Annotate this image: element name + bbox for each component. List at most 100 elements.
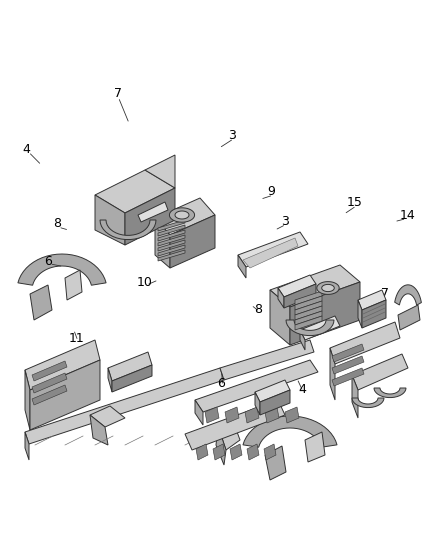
Polygon shape (285, 407, 299, 423)
Polygon shape (170, 215, 215, 268)
Polygon shape (265, 407, 279, 423)
Polygon shape (264, 444, 276, 460)
Polygon shape (395, 285, 421, 305)
Polygon shape (284, 284, 316, 308)
Polygon shape (155, 198, 215, 235)
Text: 3: 3 (281, 215, 289, 228)
Polygon shape (158, 250, 185, 261)
Text: 11: 11 (69, 332, 85, 345)
Polygon shape (295, 291, 322, 305)
Polygon shape (195, 400, 203, 425)
Polygon shape (32, 385, 67, 405)
Polygon shape (25, 368, 224, 444)
Polygon shape (90, 415, 108, 445)
Text: 4: 4 (298, 383, 306, 395)
Polygon shape (185, 400, 285, 450)
Polygon shape (125, 188, 175, 245)
Polygon shape (295, 311, 322, 325)
Polygon shape (175, 211, 189, 219)
Polygon shape (195, 360, 318, 412)
Polygon shape (25, 340, 100, 390)
Text: 15: 15 (347, 196, 363, 209)
Polygon shape (295, 316, 322, 330)
Polygon shape (255, 380, 290, 402)
Polygon shape (362, 300, 386, 328)
Polygon shape (245, 407, 259, 423)
Polygon shape (225, 407, 239, 423)
Polygon shape (100, 220, 156, 239)
Polygon shape (398, 305, 420, 330)
Polygon shape (158, 235, 185, 246)
Text: 7: 7 (114, 87, 122, 100)
Polygon shape (32, 361, 67, 381)
Polygon shape (295, 301, 322, 315)
Polygon shape (158, 225, 185, 236)
Polygon shape (278, 288, 284, 308)
Text: 7: 7 (381, 287, 389, 300)
Polygon shape (322, 285, 334, 292)
Polygon shape (205, 407, 219, 423)
Polygon shape (90, 406, 125, 427)
Polygon shape (158, 240, 185, 251)
Polygon shape (255, 392, 260, 415)
Polygon shape (196, 444, 208, 460)
Polygon shape (30, 360, 100, 430)
Text: 4: 4 (22, 143, 30, 156)
Polygon shape (270, 290, 290, 345)
Polygon shape (330, 322, 400, 364)
Polygon shape (218, 418, 240, 450)
Polygon shape (330, 348, 335, 400)
Polygon shape (138, 202, 168, 222)
Polygon shape (290, 282, 360, 345)
Text: 6: 6 (44, 255, 52, 268)
Polygon shape (358, 300, 362, 328)
Polygon shape (300, 316, 340, 340)
Text: 10: 10 (137, 276, 152, 289)
Text: 8: 8 (254, 303, 262, 316)
Polygon shape (155, 218, 170, 268)
Polygon shape (145, 155, 175, 188)
Polygon shape (295, 306, 322, 320)
Polygon shape (243, 238, 298, 268)
Polygon shape (30, 285, 52, 320)
Polygon shape (332, 368, 364, 386)
Polygon shape (300, 330, 305, 350)
Polygon shape (260, 390, 290, 415)
Text: 6: 6 (217, 377, 225, 390)
Text: 9: 9 (268, 185, 276, 198)
Polygon shape (332, 356, 364, 374)
Polygon shape (238, 255, 246, 278)
Polygon shape (18, 254, 106, 285)
Polygon shape (243, 416, 337, 447)
Polygon shape (247, 444, 259, 460)
Polygon shape (95, 195, 125, 245)
Polygon shape (158, 220, 185, 231)
Polygon shape (25, 432, 29, 460)
Polygon shape (65, 270, 82, 300)
Polygon shape (108, 352, 152, 381)
Polygon shape (230, 444, 242, 460)
Polygon shape (170, 208, 194, 222)
Polygon shape (374, 388, 406, 398)
Polygon shape (238, 232, 308, 267)
Polygon shape (358, 290, 386, 310)
Polygon shape (270, 265, 360, 307)
Polygon shape (213, 444, 225, 460)
Polygon shape (265, 446, 286, 480)
Polygon shape (158, 230, 185, 241)
Polygon shape (108, 368, 112, 392)
Polygon shape (317, 281, 339, 294)
Polygon shape (216, 426, 226, 465)
Polygon shape (305, 432, 325, 462)
Polygon shape (278, 275, 316, 297)
Text: 14: 14 (399, 209, 415, 222)
Polygon shape (25, 370, 30, 430)
Polygon shape (112, 365, 152, 392)
Polygon shape (220, 340, 314, 380)
Polygon shape (352, 375, 358, 418)
Polygon shape (32, 373, 67, 393)
Text: 8: 8 (53, 217, 61, 230)
Polygon shape (332, 344, 364, 362)
Polygon shape (352, 354, 408, 390)
Polygon shape (295, 296, 322, 310)
